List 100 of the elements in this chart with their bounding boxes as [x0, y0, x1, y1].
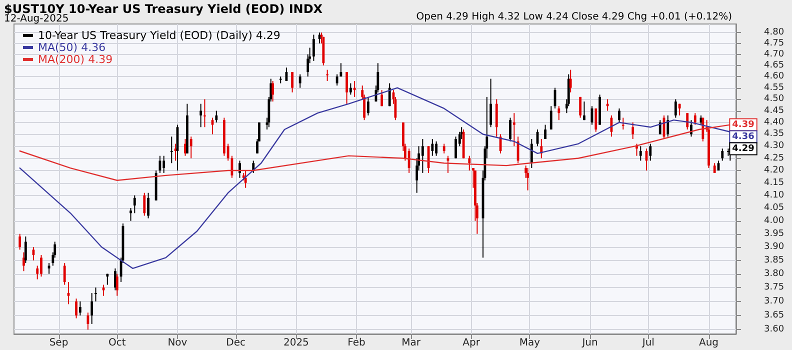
candlestick: [349, 82, 352, 96]
annotation: 4.36: [732, 132, 754, 142]
candlestick: [130, 208, 132, 222]
y-tick-label: 3.85: [764, 255, 784, 266]
candlestick: [326, 69, 329, 82]
candlestick: [366, 96, 370, 116]
candlestick: [215, 110, 218, 123]
candlestick: [63, 262, 66, 286]
y-tick-label: 4.65: [764, 60, 784, 70]
candlestick: [408, 148, 410, 174]
y-tick-label: 3.80: [764, 268, 784, 279]
x-tick-label: Mar: [402, 338, 422, 348]
y-tick-label: 3.70: [764, 296, 784, 306]
candlestick: [200, 103, 202, 128]
candlestick: [713, 162, 716, 174]
candlestick: [114, 268, 116, 291]
y-tick-label: 4.80: [764, 28, 784, 38]
candlestick: [632, 122, 634, 140]
candlestick: [569, 69, 572, 93]
candlestick: [454, 136, 457, 159]
y-tick-label: 4.75: [764, 38, 784, 48]
annotation: 4.39: [732, 120, 754, 130]
candlestick: [90, 292, 94, 324]
candlestick: [594, 108, 598, 132]
candlestick: [544, 124, 546, 140]
y-tick-label: 4.20: [764, 165, 784, 176]
x-tick-label: Oct: [108, 338, 126, 348]
y-tick-label: 3.90: [764, 242, 784, 252]
candlestick: [550, 106, 552, 130]
candlestick: [40, 254, 42, 278]
candlestick: [133, 194, 136, 214]
candlestick: [18, 233, 22, 250]
x-tick-label: 2025: [283, 338, 309, 348]
candlestick: [512, 112, 516, 147]
x-tick-label: Nov: [168, 338, 188, 348]
candlestick: [431, 138, 434, 156]
candlestick: [336, 74, 338, 86]
candlestick: [540, 138, 543, 159]
candlestick: [162, 155, 166, 174]
legend-label: MA(50) 4.36: [38, 41, 106, 54]
y-tick-label: 4.70: [764, 49, 784, 60]
candlestick: [170, 136, 173, 164]
candlestick: [143, 192, 146, 216]
candlestick: [649, 143, 652, 162]
y-tick-label: 4.40: [764, 117, 784, 128]
x-tick-label: Dec: [226, 338, 246, 348]
legend-label: 10-Year US Treasury Yield (EOD) (Daily) 4.29: [38, 29, 280, 42]
candlestick: [490, 78, 492, 128]
candlestick: [190, 136, 192, 159]
candlestick: [583, 101, 586, 121]
y-tick-label: 3.60: [764, 324, 784, 335]
candlestick: [346, 72, 348, 104]
candlestick: [238, 160, 241, 178]
candlestick: [636, 143, 638, 156]
text: Open 4.29 High 4.32 Low 4.24 Close 4.29 Chg +0.01 (+0.12%): [416, 12, 732, 22]
chart-subtitle: 12-Aug-2025: [4, 14, 69, 24]
y-tick-label: 4.00: [764, 216, 784, 226]
candlestick: [22, 252, 25, 272]
x-tick-label: Jun: [581, 338, 598, 348]
candlestick: [78, 300, 82, 316]
y-tick-label: 4.50: [764, 94, 784, 104]
y-tick-label: 3.95: [764, 228, 784, 239]
candlestick: [639, 146, 642, 162]
candlestick: [75, 298, 78, 319]
candlestick: [606, 98, 609, 112]
candlestick: [579, 96, 582, 118]
y-tick-label: 4.25: [764, 153, 784, 164]
y-tick-label: 4.55: [764, 82, 784, 93]
candlestick: [24, 236, 27, 264]
x-tick-label: May: [519, 338, 540, 348]
candlestick: [353, 80, 356, 98]
candlestick: [147, 192, 150, 219]
x-tick-label: Feb: [348, 338, 366, 348]
candlestick: [721, 148, 724, 162]
x-tick-label: Sep: [49, 338, 68, 348]
candlestick: [622, 117, 624, 130]
candlestick: [468, 155, 471, 171]
x-tick-label: Apr: [462, 338, 481, 348]
candlestick: [204, 98, 206, 128]
y-tick-label: 4.45: [764, 106, 784, 116]
candlestick: [674, 98, 677, 118]
y-tick-label: 4.10: [764, 190, 784, 200]
y-tick-label: 4.15: [764, 178, 784, 188]
candlestick: [495, 98, 498, 138]
candlestick: [340, 62, 342, 78]
candlestick: [272, 80, 274, 102]
x-tick-label: Jul: [641, 338, 654, 348]
candlestick: [435, 140, 438, 156]
candlestick: [252, 160, 255, 174]
y-tick-label: 3.65: [764, 310, 784, 320]
candlestick: [291, 72, 294, 93]
annotation: 4.29: [732, 144, 754, 154]
candlestick: [666, 114, 670, 138]
candlestick: [442, 143, 446, 154]
y-tick-label: 4.35: [764, 129, 784, 140]
candlestick: [618, 108, 620, 123]
y-tick-label: 3.75: [764, 282, 784, 293]
candlestick: [94, 287, 97, 302]
candlestick: [298, 74, 302, 88]
candlestick: [116, 273, 118, 296]
